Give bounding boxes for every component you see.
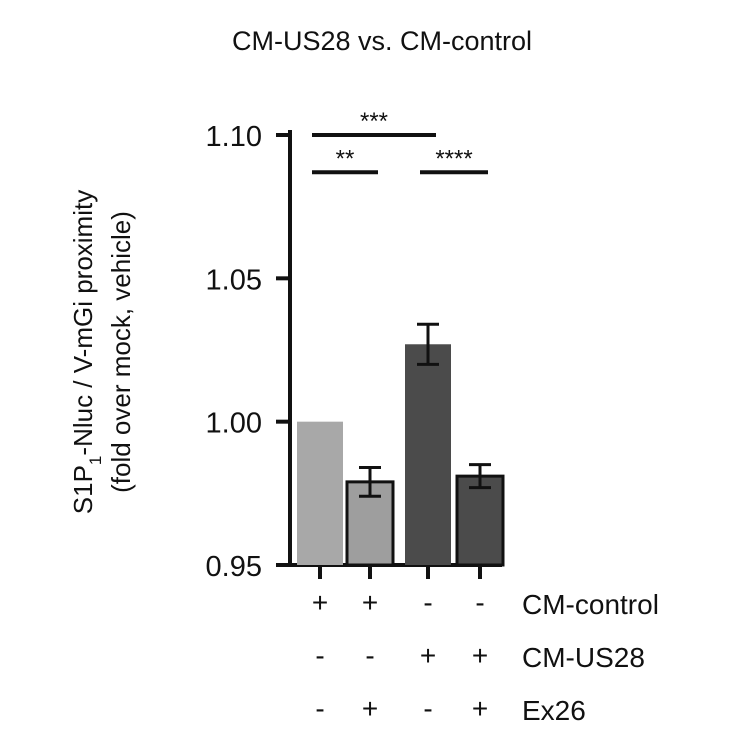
condition-label: CM-US28 <box>522 642 645 673</box>
bar <box>405 344 451 565</box>
condition-sign: + <box>362 587 378 618</box>
condition-label: CM-control <box>522 589 659 620</box>
condition-label: Ex26 <box>522 695 586 726</box>
condition-sign: - <box>423 587 432 618</box>
y-axis-label-line1: S1P1-Nluc / V-mGi proximity <box>68 190 105 514</box>
y-tick-label: 0.95 <box>206 551 262 583</box>
bar <box>297 421 343 565</box>
condition-sign: + <box>472 693 488 724</box>
condition-sign: + <box>472 640 488 671</box>
condition-sign: - <box>475 587 484 618</box>
condition-sign: - <box>315 693 324 724</box>
condition-sign: - <box>423 693 432 724</box>
condition-sign: + <box>312 587 328 618</box>
significance-label: *** <box>360 108 388 135</box>
y-axis-label-s1p: S1P <box>68 465 98 514</box>
condition-sign: - <box>315 640 324 671</box>
y-tick-label: 1.00 <box>206 408 262 440</box>
y-tick-label: 1.10 <box>206 121 262 153</box>
y-axis-label-line2: (fold over mock, vehicle) <box>106 211 136 493</box>
y-axis-label-rest: -Nluc / V-mGi proximity <box>68 190 98 456</box>
condition-sign: + <box>362 693 378 724</box>
y-axis-label-subscript: 1 <box>86 456 105 465</box>
condition-sign: - <box>365 640 374 671</box>
significance-label: ** <box>336 145 355 172</box>
y-tick-label: 1.05 <box>206 264 262 296</box>
chart-title: CM-US28 vs. CM-control <box>232 26 532 56</box>
significance-label: **** <box>435 145 472 172</box>
condition-sign: + <box>420 640 436 671</box>
bar <box>455 474 505 567</box>
